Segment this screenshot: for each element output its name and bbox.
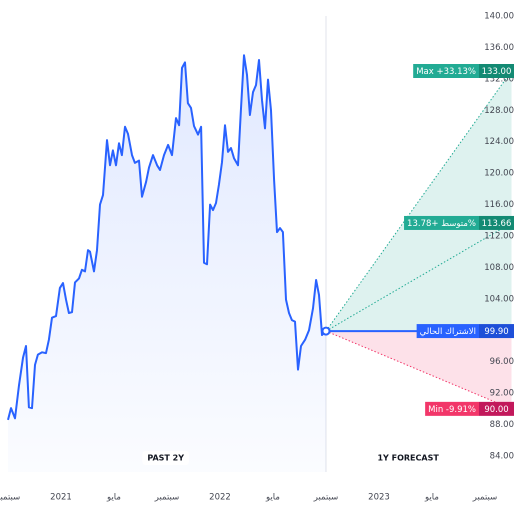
x-tick-label: سبتمبر [313,493,338,503]
y-tick-label: 124.00 [484,137,514,147]
tag-value-bg [479,401,514,416]
x-tick-label: 2023 [368,493,390,503]
section-label: 1Y FORECAST [377,454,439,463]
tag-value-bg [479,215,514,230]
section-label-bg [142,451,190,465]
y-tick-label: 88.00 [490,420,514,430]
x-tick-label: 2021 [50,493,72,503]
y-tick-label: 104.00 [484,294,514,304]
tag-name-bg [416,324,479,339]
tag-name-bg [425,401,479,416]
y-tick-label: 120.00 [484,169,514,179]
x-tick-label: سبتمبر [0,493,20,503]
tag-value: 90.00 [484,405,508,415]
y-tick-label: 84.00 [490,452,514,462]
tag-name: Max +33.13% [416,67,476,77]
x-tick-label: سبتمبر [154,493,179,503]
past-area [8,55,326,473]
y-tick-label: 132.00 [484,74,514,84]
y-tick-label: 108.00 [484,263,514,273]
y-tick-label: 116.00 [484,200,514,210]
section-label: PAST 2Y [147,454,184,463]
tag-value: 113.66 [482,219,512,229]
x-tick-label: مايو [424,493,439,503]
tag-name-bg [413,64,479,78]
tag-name-bg [404,215,479,230]
y-tick-label: 112.00 [484,232,514,242]
y-tick-label: 96.00 [490,357,514,367]
tag-value: 99.90 [484,327,508,337]
tag-name: الاشتراك الحالي [420,327,476,337]
x-tick-label: 2022 [209,493,231,503]
y-tick-label: 140.00 [484,12,514,22]
tag-name: متوسط +13.78% [407,219,476,229]
current-point [321,326,331,336]
tag-value: 133.00 [482,67,512,77]
y-tick-label: 92.00 [490,389,514,399]
section-label-bg [372,451,444,465]
y-tick-label: 128.00 [484,106,514,116]
x-tick-label: مايو [265,493,280,503]
price-line [7,54,327,421]
forecast-line [325,70,512,332]
x-tick-label: سبتمبر [472,493,497,503]
tag-name: Min -9.91% [428,405,476,415]
forecast-down-area [326,331,512,409]
y-tick-label: 136.00 [484,43,514,53]
x-tick-label: مايو [106,493,121,503]
tag-value-bg [479,324,514,339]
forecast-up-area [326,71,512,332]
forecast-line [325,222,512,332]
tag-value-bg [479,64,514,78]
